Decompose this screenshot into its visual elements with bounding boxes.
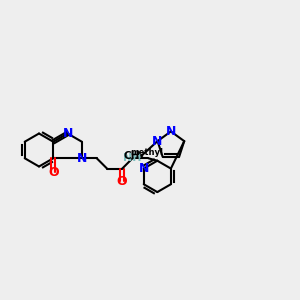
Text: methyl: methyl xyxy=(130,148,164,157)
Text: N: N xyxy=(139,162,149,175)
Text: O: O xyxy=(48,166,58,179)
Text: O: O xyxy=(117,175,128,188)
Text: N: N xyxy=(62,127,73,140)
Text: N: N xyxy=(77,152,87,165)
Text: CH₃: CH₃ xyxy=(124,151,145,161)
Text: N: N xyxy=(152,135,163,148)
Text: NH: NH xyxy=(123,153,142,163)
Text: N: N xyxy=(166,125,176,138)
